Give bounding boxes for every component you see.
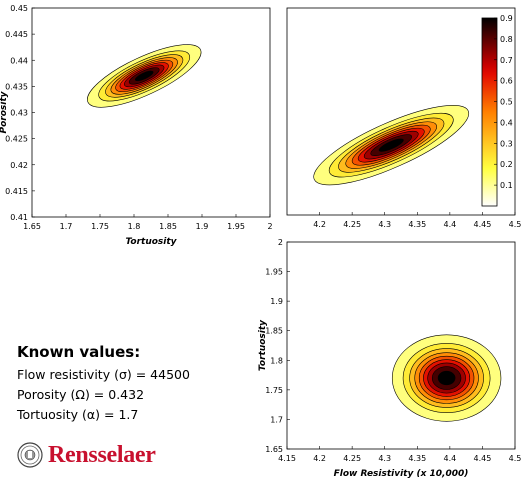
- y-tick-label: 0.425: [5, 135, 28, 144]
- contour-peak: [440, 373, 453, 383]
- colorbar-tick-label: 0.1: [500, 181, 513, 190]
- x-tick-label: 4.2: [313, 220, 326, 229]
- y-tick-label: 2: [278, 238, 283, 247]
- colorbar-tick-label: 0.2: [500, 160, 513, 169]
- y-tick-label: 0.42: [10, 161, 28, 170]
- y-tick-label: 1.75: [265, 386, 283, 395]
- x-tick-label: 4.25: [343, 220, 361, 229]
- known-values-panel: Known values: Flow resistivity (σ) = 445…: [17, 343, 227, 425]
- colorbar-tick-label: 0.4: [500, 118, 513, 127]
- x-tick-label: 4.5: [509, 220, 522, 229]
- x-tick-label: 4.25: [343, 454, 361, 463]
- colorbar-tick-label: 0.9: [500, 14, 513, 23]
- contour-peak: [382, 140, 400, 150]
- colorbar: 0.9 0.8 0.7 0.6 0.5 0.4 0.3 0.2 0.1: [481, 14, 513, 207]
- y-axis-label: Tortuosity: [258, 319, 268, 371]
- y-tick-label: 1.7: [270, 415, 283, 424]
- contour-set: [313, 105, 470, 186]
- y-axis-label: Porosity: [0, 90, 9, 133]
- known-tortuosity: Tortuosity (α) = 1.7: [17, 407, 139, 422]
- x-tick-label: 1.7: [60, 222, 73, 231]
- x-tick-label: 4.2: [313, 454, 326, 463]
- y-tick-label: 0.43: [10, 109, 28, 118]
- plot-tortuosity-vs-flow-resistivity: 4.15 4.2 4.25 4.3 4.35 4.4 4.45 4.5 1.65 1.7 1.75 1…: [258, 238, 521, 479]
- rensselaer-logo: Rensselaer: [17, 440, 156, 470]
- x-tick-label: 4.45: [474, 454, 492, 463]
- colorbar-tick-label: 0.8: [500, 35, 513, 44]
- x-tick-label: 4.35: [408, 220, 426, 229]
- colorbar-gradient: [481, 17, 498, 207]
- x-tick-label: 4.3: [378, 454, 391, 463]
- y-tick-label: 1.65: [265, 445, 283, 454]
- known-flow-resistivity: Flow resistivity (σ) = 44500: [17, 367, 190, 382]
- x-tick-label: 4.45: [474, 220, 492, 229]
- y-tick-label: 1.95: [265, 268, 283, 277]
- x-tick-label: 1.65: [23, 222, 41, 231]
- contour-set: [391, 334, 502, 422]
- x-tick-label: 4.4: [443, 220, 456, 229]
- x-tick-label: 1.85: [159, 222, 177, 231]
- y-tick-label: 1.85: [265, 327, 283, 336]
- plot-porosity-vs-flow-resistivity: 4.2 4.25 4.3 4.35 4.4 4.45 4.5: [286, 7, 522, 229]
- known-values-heading: Known values:: [17, 343, 141, 361]
- x-tick-label: 1.95: [227, 222, 245, 231]
- y-tick-label: 0.44: [10, 56, 28, 65]
- x-tick-label: 4.35: [408, 454, 426, 463]
- colorbar-tick-label: 0.7: [500, 56, 513, 65]
- x-tick-label: 4.3: [378, 220, 391, 229]
- contour-set: [87, 44, 202, 108]
- y-tick-label: 0.45: [10, 4, 28, 13]
- colorbar-tick-label: 0.5: [500, 98, 513, 107]
- x-tick-label: 4.15: [278, 454, 296, 463]
- colorbar-tick-label: 0.3: [500, 139, 513, 148]
- x-axis-label: Tortuosity: [125, 237, 177, 247]
- x-tick-label: 1.9: [196, 222, 209, 231]
- y-tick-label: 0.415: [5, 187, 28, 196]
- colorbar-tick-label: 0.6: [500, 77, 513, 86]
- plot-porosity-vs-tortuosity: 1.65 1.7 1.75 1.8 1.85 1.9 1.95 2 0.41 0.415 0.42 0…: [0, 4, 273, 247]
- x-tick-label: 4.5: [509, 454, 522, 463]
- x-tick-label: 4.4: [443, 454, 456, 463]
- y-tick-label: 0.41: [10, 213, 28, 222]
- x-tick-label: 1.75: [91, 222, 109, 231]
- y-tick-label: 1.9: [270, 297, 283, 306]
- y-tick-label: 1.8: [270, 356, 283, 365]
- plot-frame: [31, 7, 271, 218]
- logo-wordmark: Rensselaer: [48, 441, 156, 468]
- y-tick-label: 0.445: [5, 30, 28, 39]
- y-tick-label: 0.435: [5, 82, 28, 91]
- contour-peak: [138, 72, 151, 80]
- x-axis-label: Flow Resistivity (x 10,000): [334, 469, 469, 479]
- x-tick-label: 1.8: [128, 222, 141, 231]
- x-tick-label: 2: [267, 222, 272, 231]
- known-porosity: Porosity (Ω) = 0.432: [17, 387, 145, 402]
- university-seal-icon: [17, 442, 43, 468]
